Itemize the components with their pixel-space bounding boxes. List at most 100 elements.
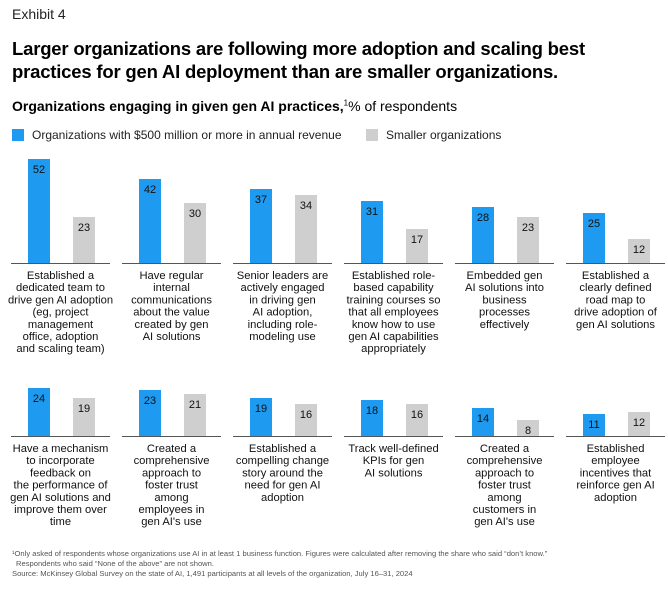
category-label-line: gen AI's use — [474, 516, 535, 528]
bar-large-2 — [250, 189, 272, 263]
legend-swatch-large — [12, 129, 24, 141]
category-label-line: created by gen — [134, 319, 208, 331]
category-label-1: Have regular internal communications about … — [131, 270, 212, 343]
category-label-line: need for gen AI — [245, 480, 321, 492]
category-label-7: Created a comprehensive approach to foster … — [134, 443, 210, 528]
category-label-line: AI solutions into — [465, 282, 544, 294]
category-label-line: incentives that — [580, 467, 652, 479]
bar-large-0 — [28, 159, 50, 263]
subtitle-bold: Organizations engaging in given gen AI p… — [12, 98, 344, 114]
category-label-line: employees in — [139, 504, 205, 516]
category-label-line: drive adoption of — [574, 307, 658, 319]
category-label-line: based capability — [353, 282, 434, 294]
category-label-line: story around the — [242, 467, 323, 479]
bar-large-6 — [28, 388, 50, 436]
category-label-line: KPIs for gen — [363, 455, 425, 467]
subtitle-unit: % of respondents — [348, 98, 458, 114]
category-label-line: to incorporate — [26, 455, 94, 467]
bar-large-5 — [583, 213, 605, 263]
data-label-large-5: 25 — [588, 218, 600, 230]
data-label-large-8: 19 — [255, 403, 267, 415]
bar-small-4 — [517, 217, 539, 263]
category-label-line: Established role- — [352, 270, 436, 282]
data-label-large-3: 31 — [366, 206, 378, 218]
data-label-large-0: 52 — [33, 164, 45, 176]
category-label-line: clearly defined — [579, 282, 651, 294]
bar-small-5 — [628, 239, 650, 263]
legend-label-small: Smaller organizations — [386, 128, 502, 142]
category-label-line: gen AI solutions and — [10, 492, 111, 504]
data-label-large-2: 37 — [255, 194, 267, 206]
category-label-2: Senior leaders are actively engaged in dri… — [237, 270, 328, 343]
data-label-small-0: 23 — [78, 222, 90, 234]
bar-large-8 — [250, 398, 272, 436]
bar-small-8 — [295, 404, 317, 436]
category-label-line: know how to use — [352, 319, 435, 331]
data-label-large-7: 23 — [144, 395, 156, 407]
data-label-large-1: 42 — [144, 184, 156, 196]
category-label-line: Established — [587, 443, 645, 455]
data-label-small-4: 23 — [522, 222, 534, 234]
bar-large-11 — [583, 414, 605, 436]
data-label-small-6: 19 — [78, 403, 90, 415]
footnote-source: Source: McKinsey Global Survey on the st… — [12, 569, 413, 578]
category-label-line: in driving gen — [249, 294, 316, 306]
data-label-small-5: 12 — [633, 244, 645, 256]
category-label-line: effectively — [480, 319, 530, 331]
category-label-line: among — [154, 492, 188, 504]
category-label-line: comprehensive — [134, 455, 210, 467]
exhibit-label: Exhibit 4 — [12, 6, 66, 22]
category-label-line: Track well-defined — [348, 443, 438, 455]
category-label-line: Have a mechanism — [13, 443, 109, 455]
footnote-2: Respondents who said “None of the above”… — [16, 559, 214, 568]
data-label-large-4: 28 — [477, 212, 489, 224]
data-label-small-11: 12 — [633, 417, 645, 429]
category-label-line: communications — [131, 294, 212, 306]
chart-subtitle: Organizations engaging in given gen AI p… — [12, 98, 457, 114]
bar-large-10 — [472, 408, 494, 436]
category-label-line: modeling use — [249, 331, 316, 343]
data-label-small-10: 8 — [525, 425, 531, 437]
category-label-4: Embedded gen AI solutions into business pro… — [465, 270, 544, 331]
category-label-line: Created a — [480, 443, 530, 455]
category-label-line: foster trust — [145, 480, 199, 492]
footnotes: ¹Only asked of respondents whose organiz… — [12, 549, 662, 579]
category-label-line: employee — [591, 455, 640, 467]
data-label-small-2: 34 — [300, 200, 312, 212]
category-label-line: gen AI's use — [141, 516, 202, 528]
data-label-large-9: 18 — [366, 405, 378, 417]
category-label-line: about the value — [133, 307, 210, 319]
bar-large-3 — [361, 201, 383, 263]
data-label-large-6: 24 — [33, 393, 45, 405]
data-label-small-9: 16 — [411, 409, 423, 421]
legend-item-small: Smaller organizations — [366, 128, 501, 142]
category-label-line: approach to — [475, 467, 534, 479]
category-label-line: customers in — [473, 504, 536, 516]
category-label-6: Have a mechanism to incorporate feedback o… — [10, 443, 111, 528]
bar-small-10 — [517, 420, 539, 436]
category-label-8: Established a compelling change story arou… — [236, 443, 329, 504]
category-label-5: Established a clearly defined road map to d… — [574, 270, 658, 331]
category-label-line: management — [28, 319, 94, 331]
category-label-line: Established a — [582, 270, 650, 282]
category-label-line: Created a — [147, 443, 197, 455]
category-label-line: Established a — [27, 270, 95, 282]
category-label-line: Have regular — [139, 270, 203, 282]
bar-large-1 — [139, 179, 161, 263]
bar-small-1 — [184, 203, 206, 263]
bar-large-9 — [361, 400, 383, 436]
category-label-line: road map to — [586, 294, 646, 306]
data-label-large-11: 11 — [588, 419, 599, 431]
category-label-line: processes — [479, 307, 530, 319]
category-label-line: and scaling team) — [16, 343, 105, 355]
category-label-line: reinforce gen AI — [576, 480, 654, 492]
category-label-line: AI solutions — [365, 467, 423, 479]
category-label-line: the performance of — [14, 480, 109, 492]
category-label-line: actively engaged — [241, 282, 325, 294]
legend-item-large: Organizations with $500 million or more … — [12, 128, 342, 142]
category-label-line: foster trust — [478, 480, 532, 492]
bar-small-6 — [73, 398, 95, 436]
bar-small-11 — [628, 412, 650, 436]
category-label-3: Established role-based capability trainin… — [347, 270, 441, 355]
